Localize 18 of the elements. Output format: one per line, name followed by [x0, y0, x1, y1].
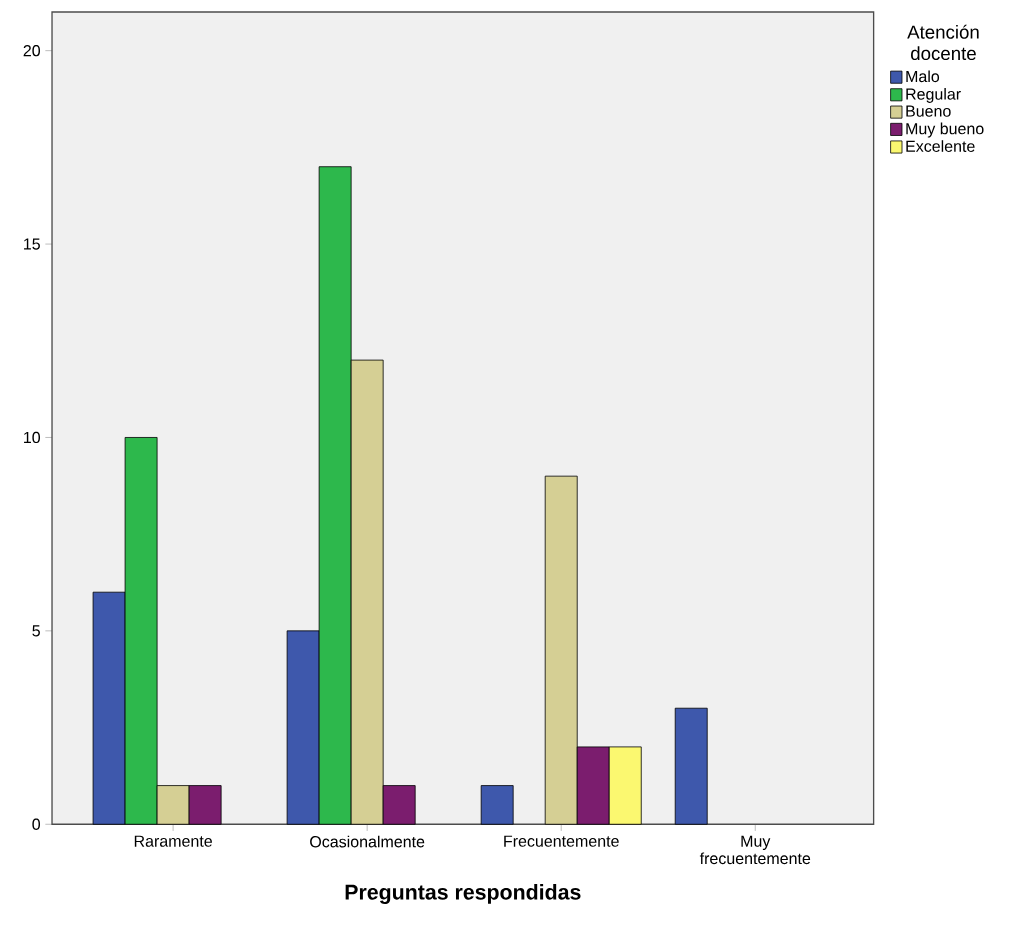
- y-tick-label: 10: [24, 431, 41, 444]
- legend-label: Bueno: [906, 105, 951, 117]
- legend-label: Excelente: [906, 140, 975, 153]
- y-tick-label: 5: [32, 625, 40, 637]
- y-tick-label: 15: [24, 238, 40, 250]
- x-tick-label: Muy frecuentemente: [699, 835, 811, 865]
- legend-title: Atención docente: [907, 24, 979, 61]
- y-tick-label: 20: [23, 45, 41, 57]
- legend-label: Malo: [906, 70, 940, 83]
- y-tick-label: 0: [32, 818, 41, 831]
- x-tick-label: Frecuentemente: [504, 835, 619, 847]
- legend-label: Regular: [906, 88, 961, 104]
- legend-label: Muy bueno: [906, 122, 984, 138]
- x-tick-label: Ocasionalmente: [310, 835, 425, 848]
- x-axis-title: Preguntas respondidas: [345, 884, 581, 905]
- bar: [674, 708, 708, 825]
- bar: [480, 785, 514, 825]
- x-tick-label: Raramente: [134, 835, 212, 847]
